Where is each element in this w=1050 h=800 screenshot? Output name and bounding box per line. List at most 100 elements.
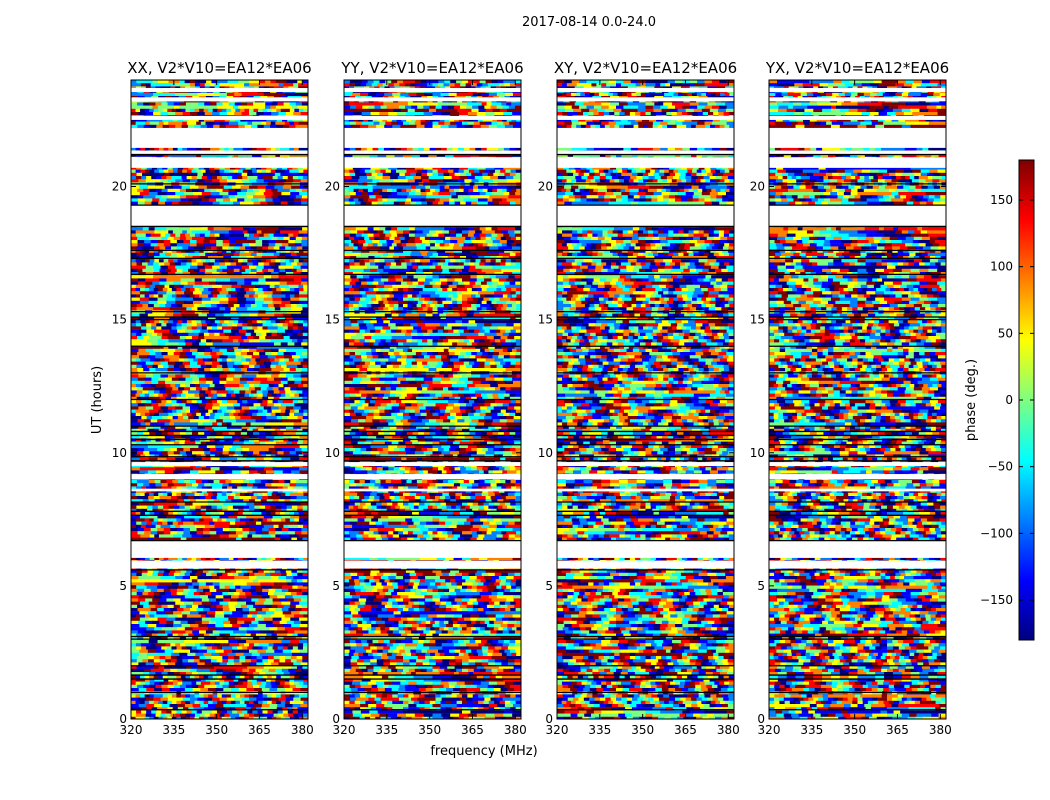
phase-cell	[255, 166, 262, 170]
phase-cell	[167, 348, 176, 353]
phase-cell	[246, 457, 256, 461]
phase-cell	[206, 364, 213, 369]
phase-cell	[255, 588, 263, 593]
phase-cell	[154, 358, 161, 362]
phase-cell	[293, 406, 302, 410]
phase-cell	[271, 92, 280, 97]
phase-cell	[198, 332, 205, 337]
phase-cell	[158, 582, 166, 586]
phase-cell	[291, 307, 298, 311]
phase-cell	[162, 249, 168, 253]
phase-cell	[216, 176, 223, 180]
phase-cell	[179, 336, 187, 340]
phase-cell	[290, 252, 298, 257]
phase-cell	[224, 534, 230, 538]
phase-cell	[177, 585, 184, 589]
phase-cell	[199, 393, 205, 397]
phase-cell	[272, 387, 280, 391]
phase-cell	[214, 230, 221, 234]
phase-cell	[152, 80, 159, 84]
phase-cell	[234, 336, 242, 340]
phase-cell	[170, 384, 176, 388]
phase-cell	[198, 435, 208, 439]
phase-cell	[228, 457, 238, 461]
phase-cell	[242, 419, 250, 423]
phase-cell	[199, 304, 206, 308]
phase-cell	[216, 486, 223, 490]
phase-cell	[257, 185, 267, 189]
phase-cell	[206, 105, 213, 109]
phase-cell	[233, 320, 239, 324]
phase-cell	[190, 393, 196, 397]
phase-cell	[141, 80, 148, 84]
phase-cell	[196, 486, 203, 490]
phase-cell	[180, 294, 187, 298]
phase-cell	[249, 524, 255, 529]
phase-cell	[255, 528, 263, 532]
phase-cell	[176, 409, 182, 413]
phase-cell	[296, 592, 303, 596]
phase-cell	[259, 441, 266, 445]
phase-cell	[296, 496, 303, 500]
phase-cell	[259, 336, 266, 340]
phase-cell	[191, 569, 198, 573]
phase-cell	[290, 496, 298, 500]
phase-cell	[251, 598, 260, 602]
phase-cell	[268, 588, 276, 593]
phase-cell	[192, 432, 199, 436]
phase-cell	[162, 288, 168, 292]
phase-cell	[164, 611, 174, 615]
phase-cell	[135, 524, 142, 529]
phase-cell	[274, 358, 280, 362]
phase-cell	[291, 569, 298, 573]
phase-cell	[238, 339, 245, 343]
phase-cell	[303, 108, 308, 113]
phase-cell	[289, 556, 295, 561]
phase-cell	[158, 201, 166, 205]
phase-cell	[161, 102, 169, 106]
phase-cell	[162, 409, 168, 413]
phase-cell	[196, 512, 202, 516]
phase-cell	[263, 457, 274, 461]
phase-cell	[215, 470, 225, 474]
phase-cell	[269, 502, 278, 506]
phase-cell	[147, 307, 154, 311]
phase-cell	[236, 569, 243, 573]
phase-cell	[290, 227, 297, 231]
phase-cell	[246, 297, 256, 301]
phase-cell	[153, 374, 162, 378]
phase-cell	[234, 112, 243, 116]
phase-cell	[275, 147, 281, 151]
phase-cell	[165, 342, 173, 346]
phase-cell	[163, 531, 171, 535]
phase-cell	[249, 92, 257, 97]
phase-cell	[280, 169, 286, 173]
phase-cell	[131, 166, 137, 170]
phase-cell	[131, 400, 137, 404]
phase-cell	[214, 147, 221, 151]
phase-cell	[149, 288, 155, 292]
phase-cell	[260, 582, 268, 586]
phase-cell	[131, 246, 138, 250]
phase-cell	[167, 336, 175, 340]
phase-cell	[302, 252, 308, 257]
phase-cell	[276, 108, 282, 113]
phase-cell	[280, 320, 286, 324]
phase-cell	[144, 531, 152, 535]
phase-cell	[300, 598, 308, 602]
phase-cell	[161, 400, 167, 404]
phase-cell	[176, 243, 185, 247]
phase-cell	[249, 339, 255, 343]
phase-cell	[253, 518, 259, 522]
phase-cell	[135, 83, 142, 87]
phase-cell	[237, 176, 243, 180]
phase-cell	[297, 441, 304, 445]
phase-cell	[193, 358, 199, 362]
phase-cell	[186, 307, 193, 311]
phase-cell	[141, 486, 147, 490]
phase-cell	[211, 364, 218, 369]
phase-cell	[159, 422, 166, 426]
phase-cell	[166, 617, 176, 621]
phase-cell	[219, 438, 226, 442]
phase-cell	[215, 329, 224, 333]
